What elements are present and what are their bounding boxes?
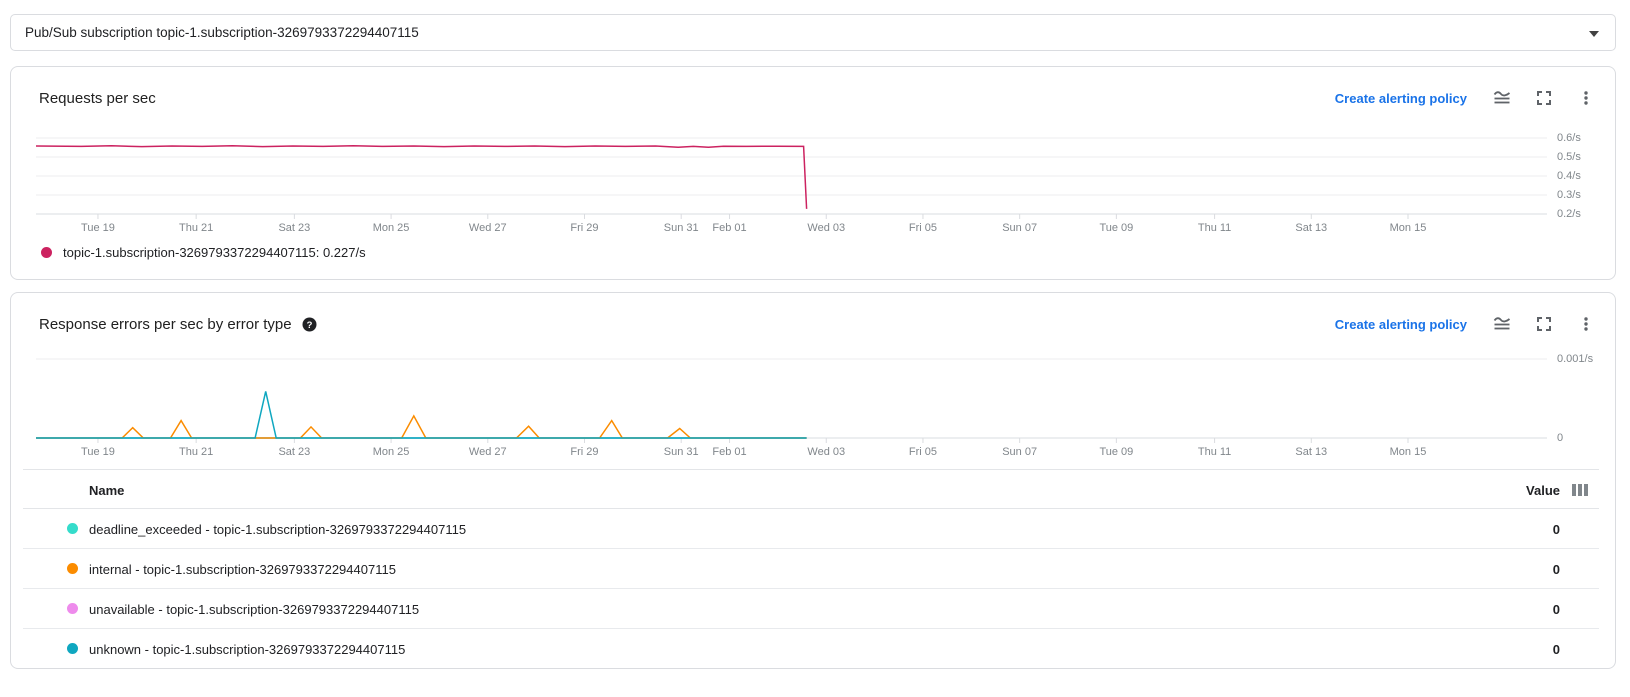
y-axis-label: 0 xyxy=(1557,432,1564,444)
response-errors-chart: Tue 19 Thu 21 Sat 23 Mon 25 Wed 27 Fri 29 Sun … xyxy=(36,344,1593,458)
x-axis-label: Tue 09 xyxy=(1099,222,1134,234)
x-axis-label: Tue 19 xyxy=(81,446,115,458)
x-axis-label: Sat 23 xyxy=(278,446,311,458)
column-settings-icon[interactable] xyxy=(1571,483,1591,502)
x-axis-label: Feb 01 xyxy=(712,446,747,458)
x-axis-label: Wed 03 xyxy=(807,222,846,234)
legend-label: topic-1.subscription-3269793372294407115… xyxy=(63,245,366,260)
series-value: 0 xyxy=(1552,562,1560,577)
value-column-header: Value xyxy=(1526,483,1560,498)
series-color-dot xyxy=(67,603,78,614)
series-value: 0 xyxy=(1552,522,1560,537)
y-axis-label: 0.5/s xyxy=(1557,151,1581,164)
requests-per-sec-card: Requests per sec Create alerting policy xyxy=(10,66,1616,280)
x-axis-label: Mon 25 xyxy=(372,222,410,234)
chart-title: Requests per sec xyxy=(39,89,156,107)
fullscreen-icon[interactable] xyxy=(1533,313,1555,335)
x-axis-label: Wed 27 xyxy=(468,222,507,234)
x-axis-label: Sun 07 xyxy=(1002,446,1038,458)
help-icon[interactable]: ? xyxy=(302,317,317,332)
x-axis-label: Wed 27 xyxy=(468,446,507,458)
x-axis-label: Tue 09 xyxy=(1099,446,1134,458)
x-axis-label: Thu 11 xyxy=(1197,222,1232,234)
metrics-explorer-icon[interactable] xyxy=(1491,313,1513,335)
card-header: Requests per sec Create alerting policy xyxy=(39,85,1597,111)
x-axis-label: Sat 13 xyxy=(1295,446,1328,458)
series-value: 0 xyxy=(1552,602,1560,617)
table-row[interactable]: internal - topic-1.subscription-32697933… xyxy=(23,549,1599,589)
series-line xyxy=(35,145,808,209)
metrics-explorer-icon[interactable] xyxy=(1491,87,1513,109)
x-axis-label: Thu 21 xyxy=(179,222,214,234)
table-row[interactable]: unavailable - topic-1.subscription-32697… xyxy=(23,589,1599,629)
y-axis-label: 0.001/s xyxy=(1557,353,1594,365)
x-axis-label: Wed 03 xyxy=(807,446,846,458)
y-axis-label: 0.6/s xyxy=(1557,132,1581,145)
name-column-header: Name xyxy=(89,483,125,498)
x-axis-label: Sat 13 xyxy=(1295,222,1328,234)
x-axis-label: Feb 01 xyxy=(712,222,747,234)
series-color-dot xyxy=(67,563,78,574)
series-line xyxy=(36,391,807,439)
series-value: 0 xyxy=(1552,642,1560,657)
x-axis-label: Sun 07 xyxy=(1002,222,1038,234)
x-axis-label: Fri 29 xyxy=(570,222,599,234)
x-axis-label: Sun 31 xyxy=(663,222,699,234)
x-axis-label: Mon 15 xyxy=(1389,222,1427,234)
table-row[interactable]: deadline_exceeded - topic-1.subscription… xyxy=(23,509,1599,549)
more-vert-icon[interactable] xyxy=(1575,313,1597,335)
y-axis-label: 0.3/s xyxy=(1557,189,1581,201)
chart-plot xyxy=(36,358,1547,443)
y-axis-label: 0.2/s xyxy=(1557,208,1581,220)
series-name: unavailable - topic-1.subscription-32697… xyxy=(89,602,420,617)
x-axis-label: Fri 05 xyxy=(908,446,938,458)
create-alerting-policy-link[interactable]: Create alerting policy xyxy=(1334,316,1467,332)
x-axis-label: Fri 05 xyxy=(908,222,938,234)
table-row[interactable]: unknown - topic-1.subscription-326979337… xyxy=(23,629,1599,669)
series-name: internal - topic-1.subscription-32697933… xyxy=(89,562,396,577)
series-color-dot xyxy=(67,523,78,534)
x-axis-label: Thu 11 xyxy=(1197,446,1232,458)
x-axis-label: Tue 19 xyxy=(81,222,115,234)
metric-selector-value: Pub/Sub subscription topic-1.subscriptio… xyxy=(25,25,419,40)
metric-selector[interactable]: Pub/Sub subscription topic-1.subscriptio… xyxy=(10,14,1616,51)
series-line xyxy=(36,414,807,439)
series-name: deadline_exceeded - topic-1.subscription… xyxy=(89,522,467,537)
requests-per-sec-chart: Tue 19 Thu 21 Sat 23 Mon 25 Wed 27 Fri 29 Sun … xyxy=(35,131,1581,234)
response-errors-card: Response errors per sec by error type ? … xyxy=(10,292,1616,669)
x-axis-label: Sun 31 xyxy=(663,446,699,458)
chart-plot xyxy=(35,137,1547,219)
x-axis-label: Fri 29 xyxy=(570,446,599,458)
card-header: Response errors per sec by error type ? … xyxy=(39,311,1597,337)
x-axis-label: Thu 21 xyxy=(179,446,214,458)
chart-legend: topic-1.subscription-3269793372294407115… xyxy=(41,245,366,260)
x-axis-label: Sat 23 xyxy=(278,222,311,234)
dropdown-caret-icon xyxy=(1589,31,1599,37)
error-table-header: Name Value xyxy=(23,469,1599,509)
x-axis-label: Mon 15 xyxy=(1389,446,1427,458)
series-color-dot xyxy=(67,643,78,654)
x-axis-label: Mon 25 xyxy=(372,446,410,458)
more-vert-icon[interactable] xyxy=(1575,87,1597,109)
svg-text:?: ? xyxy=(306,320,312,331)
chart-title: Response errors per sec by error type xyxy=(39,315,292,333)
create-alerting-policy-link[interactable]: Create alerting policy xyxy=(1334,90,1467,106)
series-name: unknown - topic-1.subscription-326979337… xyxy=(89,642,406,657)
legend-dot xyxy=(41,247,52,258)
fullscreen-icon[interactable] xyxy=(1533,87,1555,109)
y-axis-label: 0.4/s xyxy=(1557,170,1581,182)
error-table: Name Value deadline_exceeded - topic-1.s… xyxy=(23,469,1599,668)
